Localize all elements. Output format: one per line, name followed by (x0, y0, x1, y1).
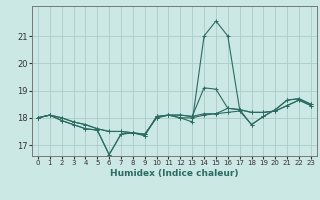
X-axis label: Humidex (Indice chaleur): Humidex (Indice chaleur) (110, 169, 239, 178)
